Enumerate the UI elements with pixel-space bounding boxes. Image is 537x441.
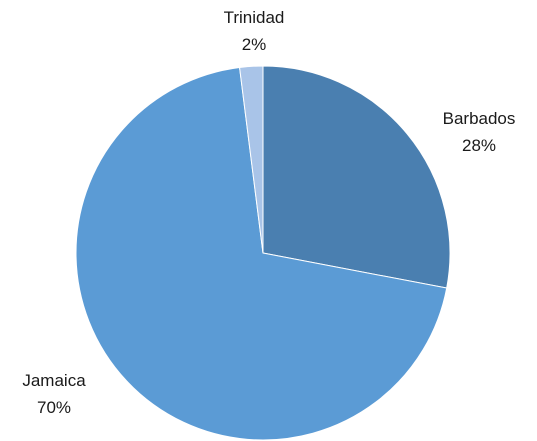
label-trinidad-name: Trinidad <box>224 8 285 27</box>
label-jamaica-name: Jamaica <box>22 371 86 390</box>
pie-slice-trinidad <box>239 65 264 254</box>
pie-slice-barbados <box>262 65 451 289</box>
label-barbados-name: Barbados <box>443 109 516 128</box>
pie-slices <box>75 65 451 441</box>
pie-slice-jamaica <box>75 66 448 441</box>
label-trinidad-pct: 2% <box>242 35 267 54</box>
label-jamaica-pct: 70% <box>37 398 71 417</box>
label-barbados-pct: 28% <box>462 136 496 155</box>
